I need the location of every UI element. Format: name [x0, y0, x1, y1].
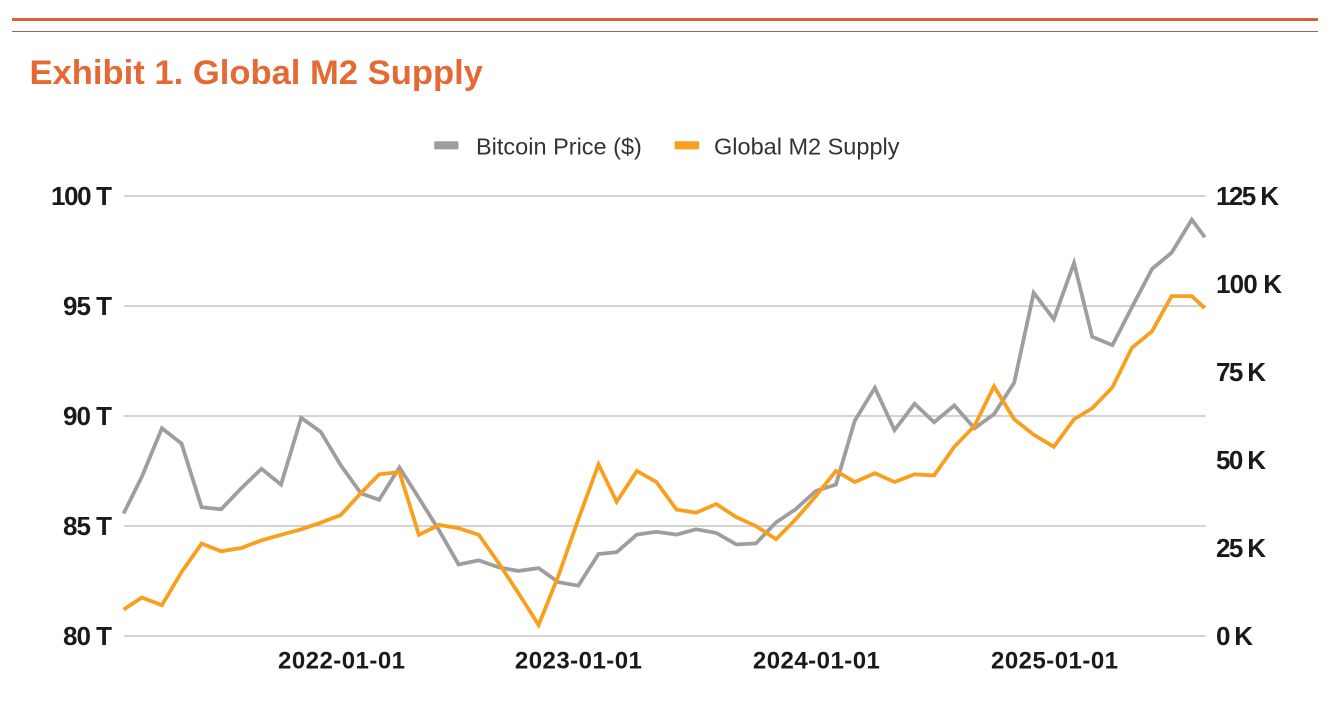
- svg-text:95 T: 95 T: [63, 291, 112, 321]
- svg-text:2022-01-01: 2022-01-01: [278, 648, 405, 675]
- svg-text:2024-01-01: 2024-01-01: [753, 648, 880, 675]
- svg-text:90 T: 90 T: [63, 401, 112, 431]
- svg-text:125 K: 125 K: [1216, 181, 1279, 211]
- svg-text:100 K: 100 K: [1216, 269, 1282, 299]
- svg-text:80 T: 80 T: [63, 621, 112, 651]
- svg-text:75 K: 75 K: [1216, 357, 1266, 387]
- svg-text:0 K: 0 K: [1216, 621, 1253, 651]
- svg-text:Global M2 Supply: Global M2 Supply: [714, 134, 900, 160]
- svg-text:100 T: 100 T: [51, 181, 112, 211]
- svg-text:25 K: 25 K: [1216, 533, 1266, 563]
- svg-text:2023-01-01: 2023-01-01: [515, 648, 642, 675]
- svg-text:85 T: 85 T: [63, 511, 112, 541]
- svg-text:Bitcoin Price ($): Bitcoin Price ($): [476, 134, 642, 160]
- svg-text:50 K: 50 K: [1216, 445, 1266, 475]
- svg-text:2025-01-01: 2025-01-01: [991, 648, 1118, 675]
